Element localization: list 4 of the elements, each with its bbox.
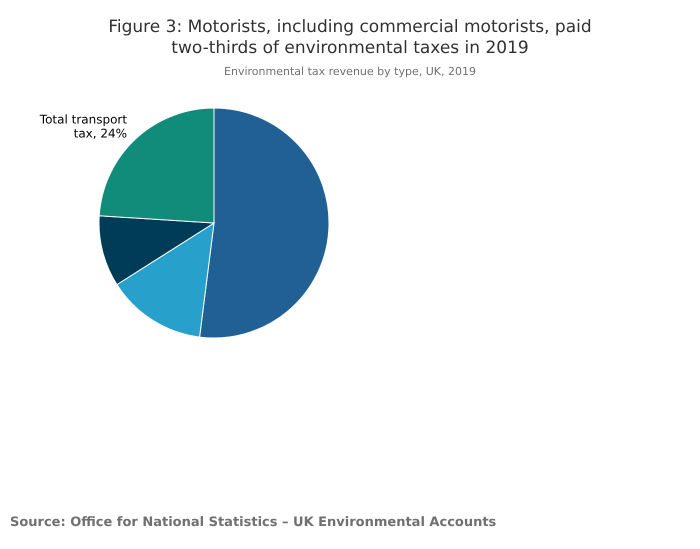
source-note: Source: Office for National Statistics – UK Environmental Accounts <box>10 515 497 530</box>
slice-label: Total transport tax, 24% <box>38 112 128 140</box>
chart-title: Figure 3: Motorists, including commercial motorists, paid two-thirds of environmental taxes in 2019 <box>108 17 592 58</box>
chart-subtitle: Environmental tax revenue by type, UK, 2019 <box>224 65 476 78</box>
